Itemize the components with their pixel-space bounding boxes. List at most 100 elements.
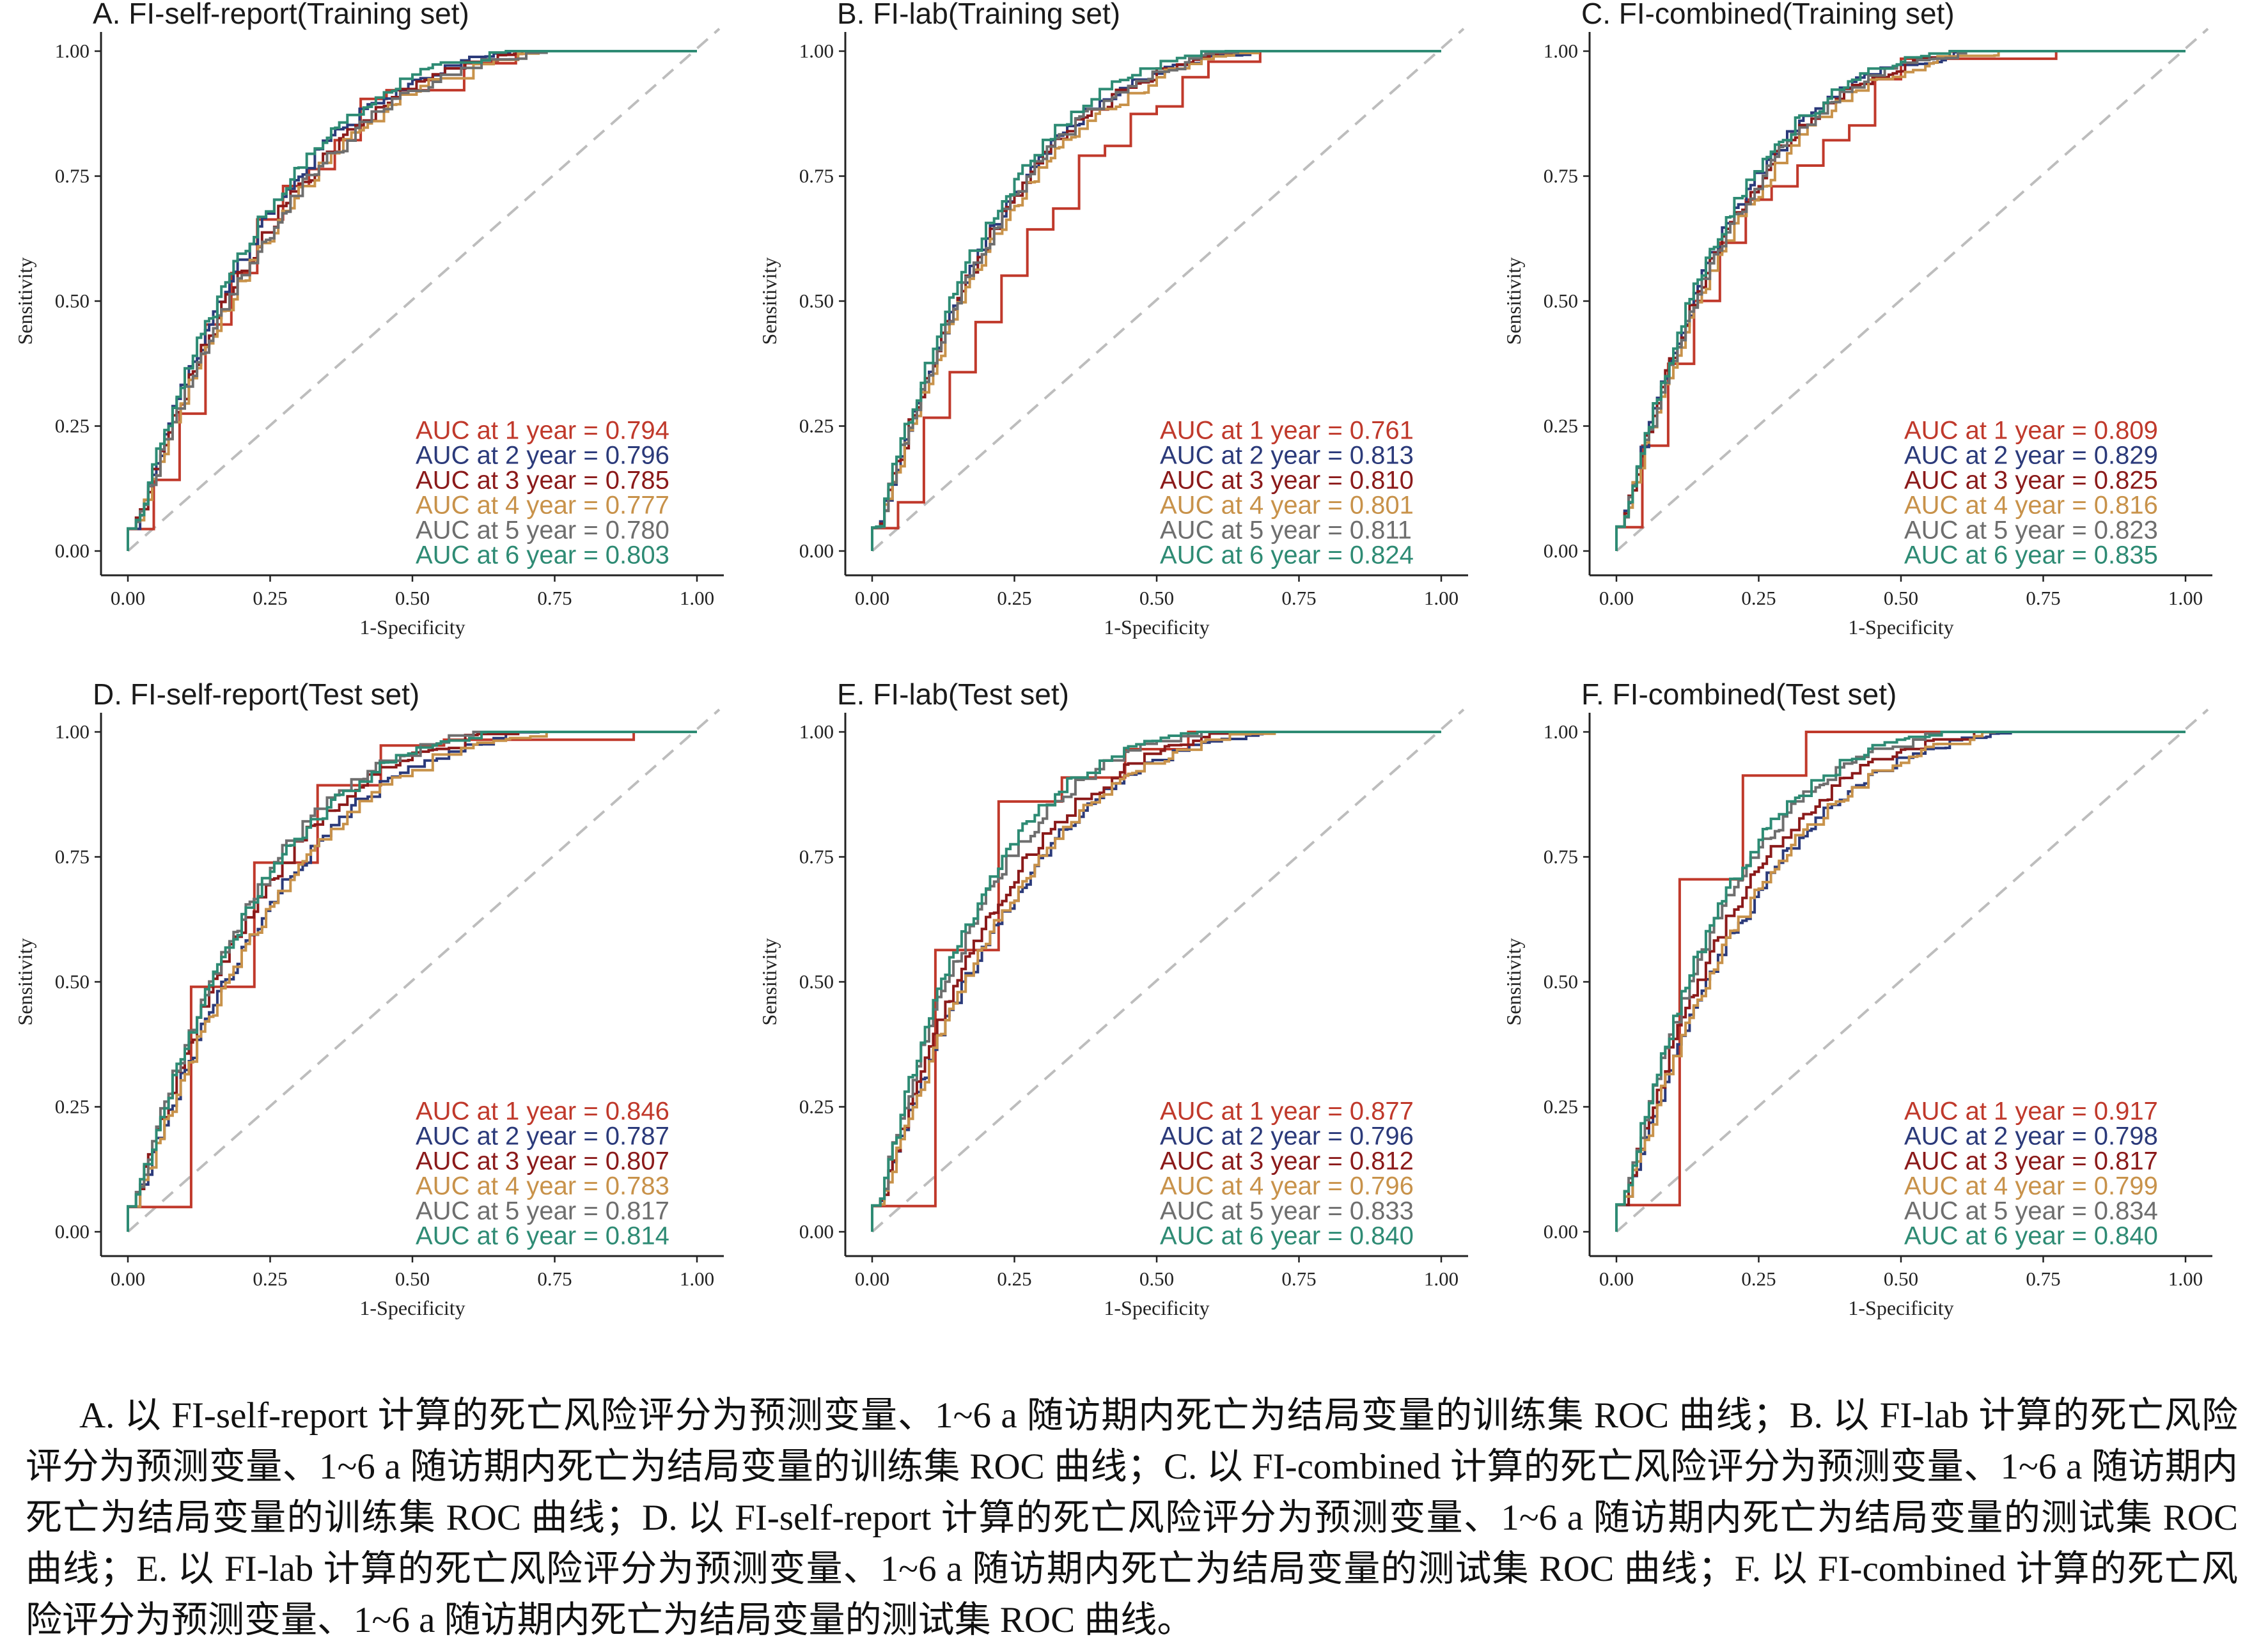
y-tick-label: 1.00 bbox=[1544, 720, 1578, 743]
x-tick-label: 0.75 bbox=[1281, 1268, 1316, 1290]
x-tick-label: 0.25 bbox=[997, 1268, 1031, 1290]
legend-entry-year-4: AUC at 4 year = 0.816 bbox=[1904, 492, 2158, 520]
x-tick-label: 0.75 bbox=[1281, 587, 1316, 609]
figure-caption: A. 以 FI-self-report 计算的死亡风险评分为预测变量、1~6 a… bbox=[26, 1395, 2238, 1640]
y-tick-label: 0.00 bbox=[799, 540, 834, 562]
y-tick-label: 0.75 bbox=[799, 846, 834, 868]
y-tick-label: 0.00 bbox=[1544, 540, 1578, 562]
x-axis-label: 1-Specificity bbox=[1848, 616, 1953, 639]
y-tick-label: 0.50 bbox=[799, 290, 834, 312]
x-tick-label: 0.25 bbox=[1741, 587, 1776, 609]
x-tick-label: 0.00 bbox=[111, 587, 145, 609]
legend-entry-year-2: AUC at 2 year = 0.787 bbox=[416, 1122, 669, 1151]
legend-entry-year-2: AUC at 2 year = 0.796 bbox=[416, 442, 669, 470]
x-tick-label: 1.00 bbox=[680, 1268, 714, 1290]
x-axis-label: 1-Specificity bbox=[359, 616, 465, 639]
y-tick-label: 0.25 bbox=[1544, 1096, 1578, 1118]
y-tick-label: 0.25 bbox=[799, 415, 834, 437]
legend-entry-year-6: AUC at 6 year = 0.840 bbox=[1904, 1222, 2158, 1250]
y-tick-label: 0.75 bbox=[1544, 165, 1578, 187]
x-axis-label: 1-Specificity bbox=[359, 1296, 465, 1319]
legend-entry-year-6: AUC at 6 year = 0.814 bbox=[416, 1222, 669, 1250]
y-tick-label: 0.75 bbox=[55, 165, 90, 187]
legend-entry-year-1: AUC at 1 year = 0.877 bbox=[1160, 1098, 1414, 1126]
legend-entry-year-5: AUC at 5 year = 0.780 bbox=[416, 516, 669, 545]
roc-figure: A. FI-self-report(Training set) 0.00 0.25 0… bbox=[13, 0, 2212, 1319]
roc-panel-4: D. FI-self-report(Test set) 0.00 0.25 0.50 0… bbox=[13, 678, 724, 1319]
x-tick-label: 0.25 bbox=[997, 587, 1031, 609]
y-tick-label: 0.25 bbox=[55, 415, 90, 437]
x-tick-label: 0.50 bbox=[395, 1268, 430, 1290]
x-tick-label: 1.00 bbox=[1424, 1268, 1459, 1290]
y-tick-label: 1.00 bbox=[1544, 40, 1578, 62]
panel-title: C. FI-combined(Training set) bbox=[1581, 0, 1955, 30]
y-tick-label: 0.00 bbox=[55, 1220, 90, 1243]
x-tick-label: 0.50 bbox=[1139, 1268, 1174, 1290]
panel-title: B. FI-lab(Training set) bbox=[837, 0, 1120, 30]
x-tick-label: 0.75 bbox=[537, 587, 572, 609]
panel-title: A. FI-self-report(Training set) bbox=[93, 0, 469, 30]
legend-entry-year-3: AUC at 3 year = 0.807 bbox=[416, 1147, 669, 1176]
x-tick-label: 0.00 bbox=[1599, 587, 1634, 609]
x-axis-label: 1-Specificity bbox=[1104, 616, 1209, 639]
y-axis-label: Sensitivity bbox=[1502, 938, 1525, 1026]
roc-panel-2: B. FI-lab(Training set) 0.00 0.25 0.50 0.75 1… bbox=[758, 0, 1468, 639]
roc-curve-year-6 bbox=[1615, 731, 2186, 1232]
y-tick-label: 1.00 bbox=[799, 40, 834, 62]
legend-entry-year-2: AUC at 2 year = 0.829 bbox=[1904, 442, 2158, 470]
panel-title: D. FI-self-report(Test set) bbox=[93, 678, 419, 711]
x-tick-label: 1.00 bbox=[2168, 587, 2203, 609]
roc-panel-3: C. FI-combined(Training set) 0.00 0.25 0.50… bbox=[1502, 0, 2212, 639]
legend-entry-year-4: AUC at 4 year = 0.799 bbox=[1904, 1172, 2158, 1200]
x-tick-label: 0.00 bbox=[855, 587, 889, 609]
legend-entry-year-1: AUC at 1 year = 0.846 bbox=[416, 1098, 669, 1126]
panel-title: F. FI-combined(Test set) bbox=[1581, 678, 1897, 711]
y-tick-label: 0.75 bbox=[55, 846, 90, 868]
y-tick-label: 0.25 bbox=[799, 1096, 834, 1118]
x-axis-label: 1-Specificity bbox=[1848, 1296, 1953, 1319]
y-tick-label: 0.50 bbox=[799, 970, 834, 993]
y-tick-label: 0.75 bbox=[1544, 846, 1578, 868]
y-tick-label: 0.00 bbox=[799, 1220, 834, 1243]
x-tick-label: 0.00 bbox=[1599, 1268, 1634, 1290]
legend-entry-year-2: AUC at 2 year = 0.796 bbox=[1160, 1122, 1414, 1151]
panel-title: E. FI-lab(Test set) bbox=[837, 678, 1069, 711]
y-axis-label: Sensitivity bbox=[13, 258, 36, 345]
legend-entry-year-4: AUC at 4 year = 0.777 bbox=[416, 492, 669, 520]
legend-entry-year-5: AUC at 5 year = 0.834 bbox=[1904, 1197, 2158, 1225]
x-tick-label: 0.50 bbox=[1884, 587, 1918, 609]
legend-entry-year-2: AUC at 2 year = 0.813 bbox=[1160, 442, 1414, 470]
x-tick-label: 0.50 bbox=[1884, 1268, 1918, 1290]
y-tick-label: 0.50 bbox=[1544, 290, 1578, 312]
roc-curve-year-6 bbox=[127, 731, 697, 1232]
roc-curve-year-6 bbox=[871, 731, 1441, 1232]
legend-entry-year-5: AUC at 5 year = 0.817 bbox=[416, 1197, 669, 1225]
legend-entry-year-1: AUC at 1 year = 0.761 bbox=[1160, 417, 1414, 445]
y-axis-label: Sensitivity bbox=[1502, 258, 1525, 345]
y-tick-label: 1.00 bbox=[55, 720, 90, 743]
y-tick-label: 0.25 bbox=[55, 1096, 90, 1118]
y-tick-label: 0.50 bbox=[55, 970, 90, 993]
roc-curve-year-6 bbox=[871, 50, 1441, 551]
reference-diagonal bbox=[1615, 708, 2209, 1233]
x-tick-label: 0.75 bbox=[2026, 1268, 2060, 1290]
y-axis-label: Sensitivity bbox=[758, 258, 781, 345]
legend-entry-year-6: AUC at 6 year = 0.803 bbox=[416, 541, 669, 570]
legend-entry-year-4: AUC at 4 year = 0.783 bbox=[416, 1172, 669, 1200]
roc-curve-year-6 bbox=[1615, 50, 2186, 551]
legend-entry-year-3: AUC at 3 year = 0.812 bbox=[1160, 1147, 1414, 1176]
y-tick-label: 1.00 bbox=[799, 720, 834, 743]
legend-entry-year-1: AUC at 1 year = 0.794 bbox=[416, 417, 669, 445]
reference-diagonal bbox=[127, 27, 721, 552]
legend-entry-year-2: AUC at 2 year = 0.798 bbox=[1904, 1122, 2158, 1151]
roc-panel-1: A. FI-self-report(Training set) 0.00 0.25 0… bbox=[13, 0, 724, 639]
y-axis-label: Sensitivity bbox=[758, 938, 781, 1026]
roc-panel-5: E. FI-lab(Test set) 0.00 0.25 0.50 0.75 1.00 0… bbox=[758, 678, 1468, 1319]
x-tick-label: 0.25 bbox=[253, 587, 287, 609]
x-tick-label: 1.00 bbox=[2168, 1268, 2203, 1290]
legend-entry-year-5: AUC at 5 year = 0.823 bbox=[1904, 516, 2158, 545]
x-tick-label: 0.25 bbox=[253, 1268, 287, 1290]
x-tick-label: 1.00 bbox=[680, 587, 714, 609]
roc-curve-year-1 bbox=[1615, 50, 2186, 551]
x-tick-label: 0.00 bbox=[111, 1268, 145, 1290]
